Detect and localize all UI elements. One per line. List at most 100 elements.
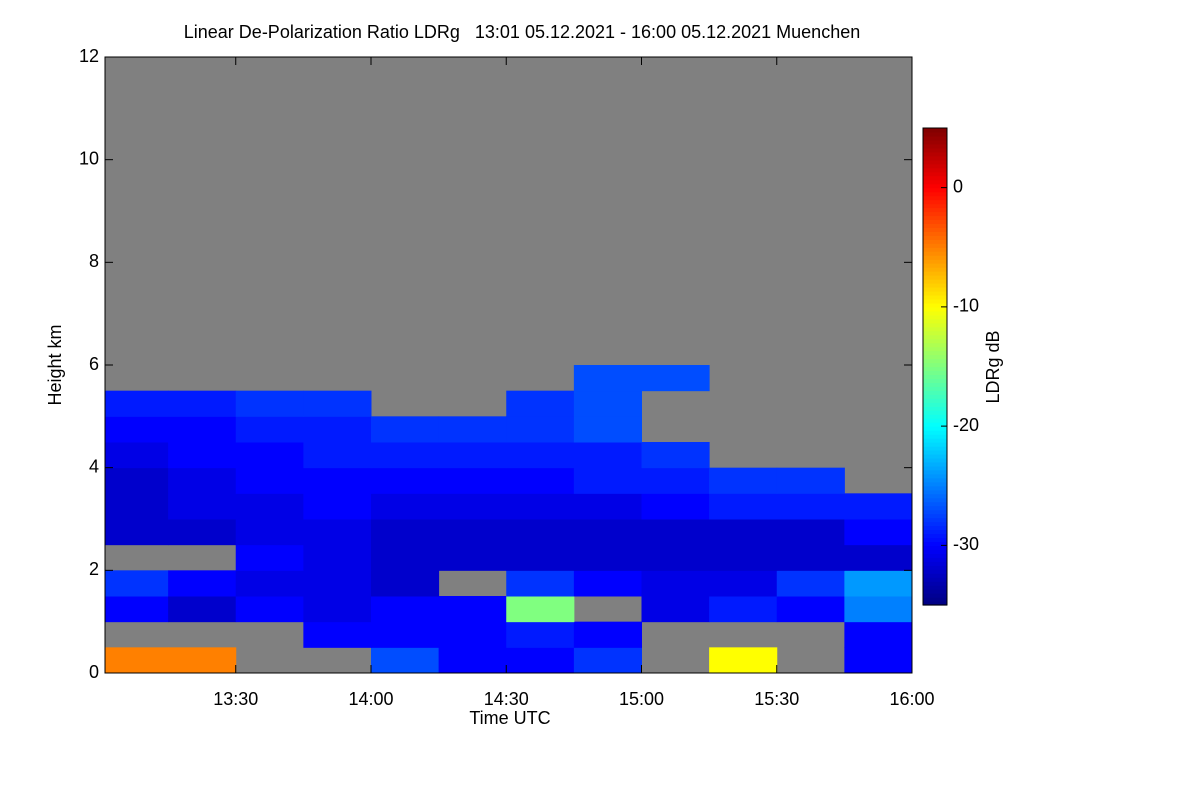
colorbar-swatch [923, 203, 947, 209]
heatmap-cell [235, 493, 304, 520]
heatmap-cell [438, 442, 507, 469]
heatmap-cell [370, 647, 440, 673]
heatmap-cell [844, 647, 912, 673]
y-tick-label: 8 [89, 251, 99, 271]
heatmap-cell [776, 544, 845, 571]
heatmap-cell [168, 493, 237, 520]
colorbar-swatch [923, 561, 947, 566]
heatmap-cell [168, 570, 237, 597]
heatmap-cell [105, 416, 169, 443]
heatmap-cell [844, 493, 912, 520]
colorbar-swatch [923, 430, 947, 435]
heatmap-cell [303, 596, 372, 623]
colorbar-swatch [923, 517, 947, 523]
colorbar-swatch [923, 477, 947, 483]
heatmap-cell [709, 570, 778, 597]
heatmap-cell [506, 647, 575, 673]
colorbar-swatch [923, 267, 947, 272]
heatmap-cell [235, 442, 304, 469]
heatmap-cell [105, 647, 169, 673]
heatmap-cell [641, 442, 710, 469]
colorbar-swatch [923, 597, 947, 602]
colorbar-tick-label: 0 [953, 176, 963, 196]
heatmap-cell [438, 647, 507, 673]
colorbar-swatch [923, 279, 947, 284]
heatmap-cell [506, 621, 575, 648]
x-tick-label: 16:00 [889, 689, 934, 709]
heatmap-cell [641, 519, 710, 546]
chart-title: Linear De-Polarization Ratio LDRg 13:01 … [184, 22, 860, 42]
x-tick-label: 15:00 [619, 689, 664, 709]
heatmap [105, 57, 912, 673]
colorbar-swatch [923, 338, 947, 344]
colorbar-swatch [923, 378, 947, 383]
heatmap-cell [370, 442, 440, 469]
colorbar-swatch [923, 290, 947, 296]
colorbar-swatch [923, 390, 947, 395]
colorbar-swatch [923, 239, 947, 244]
heatmap-cell [105, 570, 169, 597]
heatmap-cell [844, 544, 912, 571]
colorbar-swatch [923, 350, 947, 356]
y-tick-label: 2 [89, 559, 99, 579]
colorbar-swatch [923, 398, 947, 403]
heatmap-cell [844, 519, 912, 546]
colorbar-swatch [923, 457, 947, 463]
heatmap-cell [105, 442, 169, 469]
colorbar-swatch [923, 481, 947, 487]
y-tick-label: 12 [79, 46, 99, 66]
colorbar-swatch [923, 573, 947, 578]
colorbar-swatch [923, 207, 947, 213]
colorbar-swatch [923, 434, 947, 439]
colorbar-swatch [923, 426, 947, 431]
colorbar-swatch [923, 509, 947, 515]
colorbar-swatch [923, 247, 947, 252]
colorbar-swatch [923, 382, 947, 387]
heatmap-cell [438, 519, 507, 546]
colorbar-frame [922, 127, 948, 606]
colorbar-swatch [923, 255, 947, 260]
x-tick-label: 15:30 [754, 689, 799, 709]
heatmap-cell [438, 544, 507, 571]
colorbar-swatch [923, 199, 947, 205]
heatmap-cell [303, 544, 372, 571]
heatmap-cell [709, 519, 778, 546]
heatmap-cell [776, 596, 845, 623]
colorbar-swatch [923, 394, 947, 399]
heatmap-cell [573, 493, 642, 520]
heatmap-cell [168, 467, 237, 494]
colorbar-swatch [923, 131, 947, 137]
heatmap-cell [506, 390, 575, 417]
colorbar-swatch [923, 553, 947, 558]
heatmap-cell [370, 621, 440, 648]
colorbar-swatch [923, 195, 947, 201]
heatmap-cell [573, 365, 642, 392]
colorbar-swatch [923, 585, 947, 590]
colorbar-swatch [923, 167, 947, 173]
heatmap-cell [506, 596, 575, 623]
colorbar-swatch [923, 215, 947, 221]
x-tick-label: 14:00 [348, 689, 393, 709]
colorbar-swatch [923, 469, 947, 475]
colorbar-swatch [923, 271, 947, 276]
heatmap-cell [235, 467, 304, 494]
colorbar-swatch [923, 358, 947, 364]
heatmap-cell [573, 570, 642, 597]
heatmap-cell [573, 519, 642, 546]
colorbar-swatch [923, 581, 947, 586]
heatmap-cell [370, 467, 440, 494]
colorbar-swatch [923, 175, 947, 181]
heatmap-cell [168, 416, 237, 443]
colorbar-swatch [923, 135, 947, 141]
heatmap-cell [303, 467, 372, 494]
colorbar-swatch [923, 128, 947, 133]
colorbar-swatch [923, 330, 947, 336]
heatmap-cell [573, 467, 642, 494]
colorbar-swatch [923, 318, 947, 324]
heatmap-cell [168, 647, 237, 673]
colorbar-swatch [923, 449, 947, 455]
colorbar-swatch [923, 211, 947, 217]
heatmap-cell [235, 390, 304, 417]
colorbar-swatch [923, 179, 947, 185]
heatmap-cell [370, 544, 440, 571]
